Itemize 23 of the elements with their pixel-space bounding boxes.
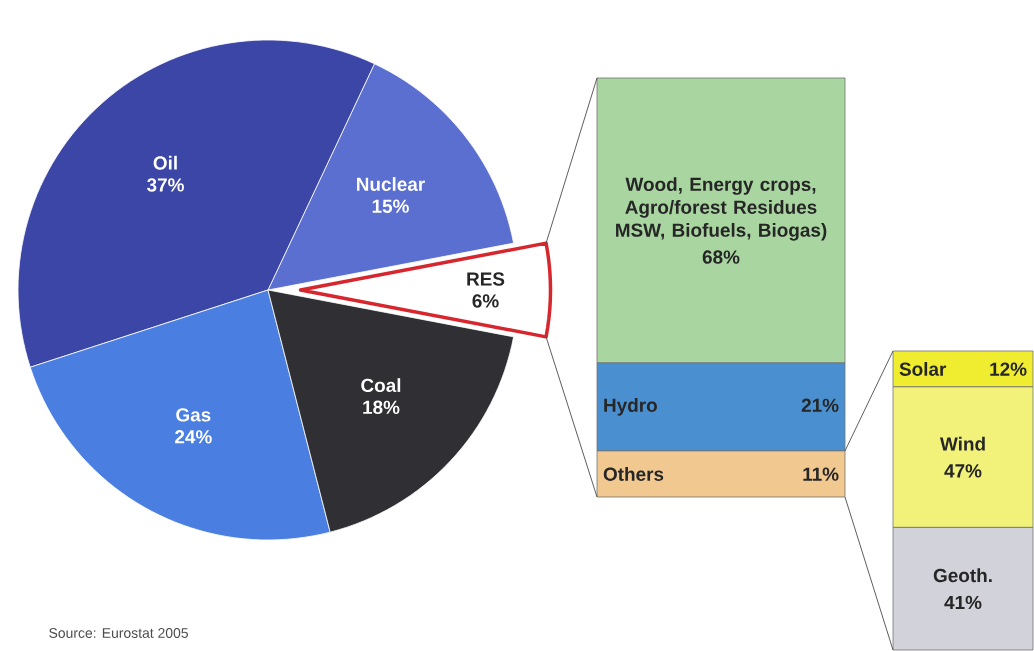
series-label: Wood, Energy crops, Agro/forest Residues MSW, Biofuels, Biogas) bbox=[616, 177, 827, 241]
data-label: 12% bbox=[990, 362, 1027, 376]
data-label: 15% bbox=[372, 199, 409, 213]
data-label: 18% bbox=[363, 400, 400, 415]
data-label: 68% bbox=[702, 250, 740, 264]
slice-label: Coal bbox=[361, 378, 401, 393]
series-label: Wind bbox=[939, 436, 985, 451]
data-label: 41% bbox=[944, 595, 982, 610]
data-label: 47% bbox=[944, 464, 982, 478]
data-label: 24% bbox=[175, 430, 212, 444]
data-label: 6% bbox=[472, 294, 499, 308]
data-label: 21% bbox=[801, 398, 839, 412]
data-label: 37% bbox=[147, 178, 184, 192]
series-label: Hydro bbox=[604, 398, 657, 416]
slice-label: Gas bbox=[176, 408, 211, 422]
slice-label: RES bbox=[467, 272, 505, 286]
series-label: Geoth. bbox=[933, 568, 992, 583]
slice-label: Nuclear bbox=[357, 177, 425, 191]
slice-label: Oil bbox=[153, 155, 177, 170]
series-label: Others bbox=[603, 467, 664, 481]
source-note: Source: Eurostat 2005 bbox=[49, 628, 188, 638]
data-label: 11% bbox=[803, 467, 839, 481]
series-label: Solar bbox=[899, 361, 947, 376]
